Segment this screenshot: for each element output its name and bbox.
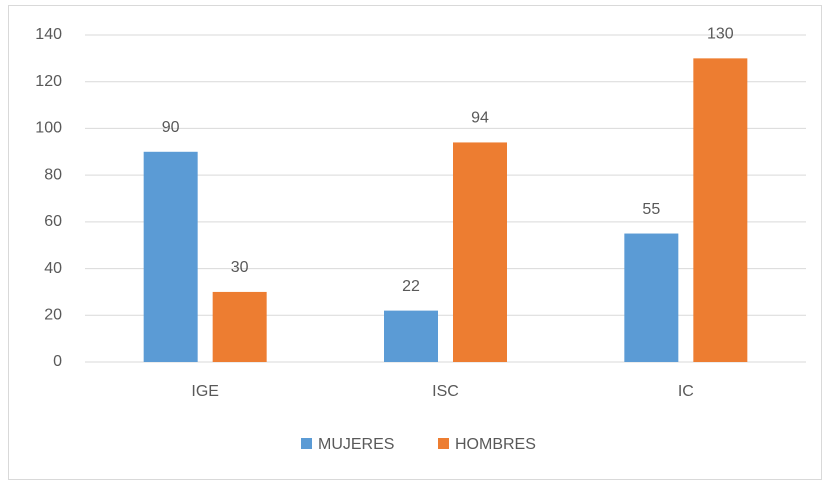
bar [624, 233, 679, 362]
data-label: 94 [471, 110, 489, 127]
x-tick-label: IGE [191, 383, 219, 400]
x-tick-label: IC [678, 383, 694, 400]
bar [212, 291, 267, 362]
y-tick-label: 20 [44, 307, 62, 324]
legend-swatch [301, 438, 312, 449]
y-tick-label: 100 [35, 120, 62, 137]
legend-label: HOMBRES [455, 436, 536, 453]
bar [384, 310, 438, 362]
bar [143, 151, 198, 362]
y-tick-label: 80 [44, 166, 62, 183]
bar [693, 58, 748, 362]
legend-label: MUJERES [318, 436, 394, 453]
data-label: 130 [707, 26, 734, 43]
legend-swatch [438, 438, 449, 449]
data-label: 90 [162, 119, 180, 136]
data-label: 55 [642, 201, 660, 218]
x-tick-label: ISC [432, 383, 459, 400]
data-label: 22 [402, 278, 420, 295]
y-tick-label: 120 [35, 73, 62, 90]
y-tick-label: 140 [35, 26, 62, 43]
y-tick-label: 60 [44, 213, 62, 230]
data-label: 30 [231, 259, 249, 276]
y-tick-label: 40 [44, 260, 62, 277]
y-tick-label: 0 [53, 353, 62, 370]
bar [453, 142, 507, 362]
